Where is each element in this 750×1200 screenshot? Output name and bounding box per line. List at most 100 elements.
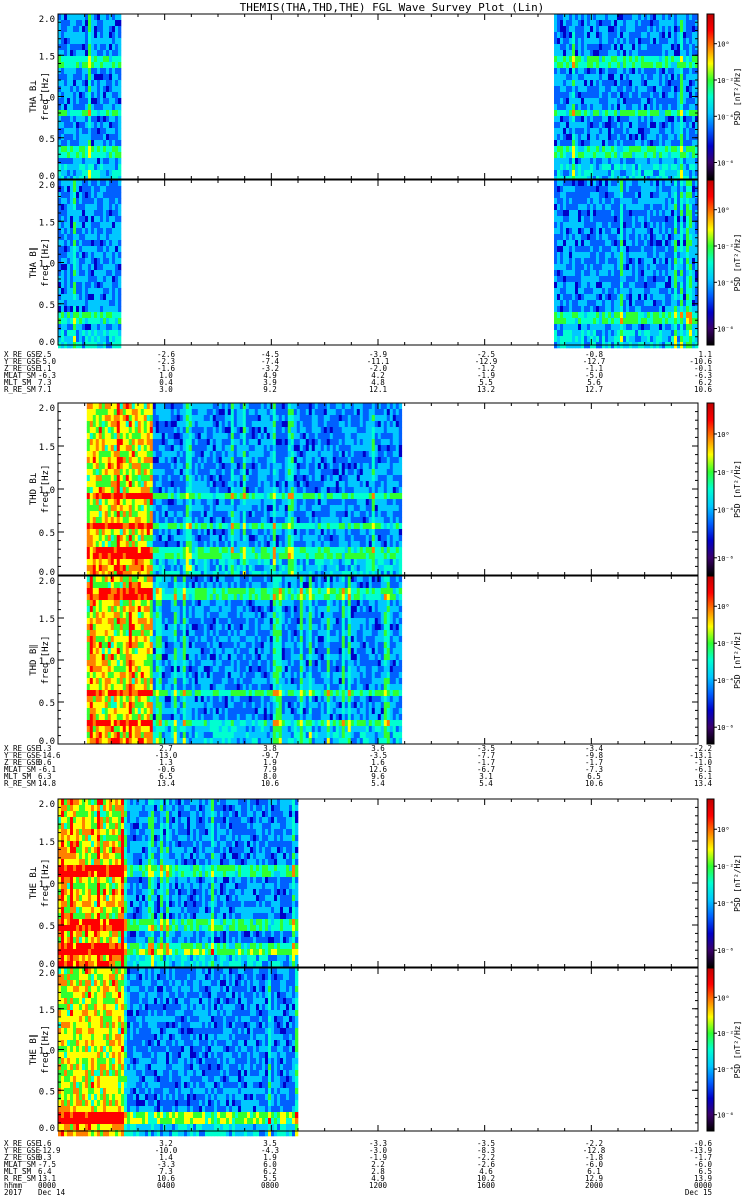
ephemeris-value: 1.9 [263, 1153, 277, 1162]
ephemeris-value: 6.5 [698, 1167, 712, 1176]
y-tick-label: 0.5 [39, 135, 55, 145]
ephemeris-row-label: MLT_SM [4, 772, 32, 781]
ephemeris-value: -2.3 [157, 357, 175, 366]
ephemeris-row-label: Y_RE_GSE [4, 751, 41, 760]
ephemeris-value: 7.3 [159, 1167, 173, 1176]
panel-ylabel: THE B∥ [29, 1034, 39, 1066]
colorbar-label: PSD [nT²/Hz] [733, 854, 742, 912]
colorbar-tick-label: 10⁻² [717, 469, 734, 477]
y-tick-label: 1.5 [39, 1006, 55, 1016]
ephemeris-value: 4.6 [479, 1167, 493, 1176]
ephemeris-value: -0.6 [157, 765, 176, 774]
ephemeris-value: 12.6 [369, 765, 388, 774]
spectrogram-panel: 2.0 1.5 1.0 0.5 0.0 THD B∥ freq [Hz] 10⁰ 10⁻² 10⁻… [29, 575, 742, 747]
ephemeris-value: 0400 [157, 1181, 176, 1190]
ephemeris-value: 2000 [585, 1181, 604, 1190]
ephemeris-value: -5.0 [38, 357, 57, 366]
ephemeris-value: -7.4 [261, 357, 280, 366]
ephemeris-value: -6.0 [694, 1160, 713, 1169]
y-tick-label: 0.0 [39, 737, 55, 747]
ephemeris-value: -9.8 [585, 751, 604, 760]
ephemeris-value: -10.6 [689, 357, 712, 366]
panel-ylabel-unit: freq [Hz] [41, 238, 51, 287]
colorbar-tick-label: 10⁰ [717, 431, 730, 439]
ephemeris-value: -1.1 [585, 364, 603, 373]
ephemeris-value: -2.6 [477, 1160, 496, 1169]
ephemeris-row-label: MLT_SM [4, 1167, 32, 1176]
ephemeris-value: -1.6 [157, 364, 176, 373]
ephemeris-value: -4.3 [261, 1146, 279, 1155]
ephemeris-value: 1600 [477, 1181, 496, 1190]
ephemeris-value: 3.0 [159, 385, 173, 394]
ephemeris-value: -3.9 [369, 350, 387, 359]
ephemeris-value: 6.2 [698, 378, 712, 387]
colorbar [706, 402, 715, 576]
ephemeris-value: 1200 [369, 1181, 388, 1190]
ephemeris-value: -6.7 [477, 765, 495, 774]
ephemeris-row-label: R_RE_SM [4, 1174, 36, 1183]
ephemeris-value: -1.0 [694, 758, 713, 767]
colorbar-tick-label: 10⁻⁴ [717, 279, 734, 287]
ephemeris-value: 10.6 [694, 385, 713, 394]
panel-ylabel-unit: freq [Hz] [41, 859, 51, 908]
ephemeris-value: -13.9 [689, 1146, 712, 1155]
colorbar [706, 575, 715, 745]
colorbar-tick-label: 10⁰ [717, 994, 730, 1002]
ephemeris-value: -3.5 [477, 1139, 495, 1148]
ephemeris-value: 4.8 [371, 378, 385, 387]
colorbar-tick-label: 10⁰ [717, 826, 730, 834]
y-tick-label: 0.0 [39, 568, 55, 578]
ephemeris-row-label: MLT_SM [4, 378, 32, 387]
ephemeris-value: 13.9 [694, 1174, 712, 1183]
ephemeris-value: -3.4 [585, 744, 604, 753]
y-tick-label: 2.0 [39, 800, 55, 810]
ephemeris-value: 1.1 [38, 364, 52, 373]
ephemeris-value: 0800 [261, 1181, 280, 1190]
spectrogram-panel: 2.0 1.5 1.0 0.5 0.0 THE B∥ freq [Hz] 10⁰ 10⁻² 10⁻… [29, 967, 742, 1137]
y-tick-label: 1.5 [39, 443, 55, 453]
y-tick-label: 1.5 [39, 838, 55, 848]
spectrogram-panel: 2.0 1.5 1.0 0.5 0.0 THA B⊥ freq [Hz] 10⁰ 10⁻² 10⁻… [29, 13, 742, 183]
colorbar-tick-label: 10⁻² [717, 1030, 734, 1038]
colorbar-tick-label: 10⁻⁶ [717, 160, 734, 168]
ephemeris-value: 5.4 [371, 779, 385, 788]
y-tick-label: 0.0 [39, 960, 55, 970]
ephemeris-value: 1.1 [698, 350, 712, 359]
ephemeris-row-label: X_RE_GSE [4, 1139, 41, 1148]
ephemeris-value: 3.2 [159, 1139, 173, 1148]
ephemeris-value: -2.2 [585, 1139, 603, 1148]
ephemeris-value: 1.6 [371, 758, 385, 767]
y-tick-label: 1.5 [39, 52, 55, 62]
ephemeris-value: 6.5 [159, 772, 173, 781]
colorbar-tick-label: 10⁻² [717, 640, 734, 648]
panel-ylabel-unit: freq [Hz] [41, 1025, 51, 1074]
ephemeris-row-label: Z_RE_GSE [4, 758, 41, 767]
colorbar-label: PSD [nT²/Hz] [733, 1021, 742, 1079]
ephemeris-value: -6.1 [694, 765, 712, 774]
ephemeris-value: 7.9 [263, 765, 277, 774]
colorbar [706, 967, 715, 1132]
ephemeris-value: 3.1 [479, 772, 493, 781]
ephemeris-value: 5.4 [479, 779, 493, 788]
ephemeris-value: -1.7 [694, 1153, 712, 1162]
y-tick-label: 1.0 [39, 657, 55, 667]
ephemeris-value: -1.8 [585, 1153, 604, 1162]
ephemeris-row-label: X_RE_GSE [4, 350, 41, 359]
ephemeris-value: -6.0 [585, 1160, 604, 1169]
ephemeris-value: 2.8 [371, 1167, 385, 1176]
y-tick-label: 2.0 [39, 181, 55, 191]
ephemeris-value: -13.0 [155, 751, 178, 760]
ephemeris-value: 1.9 [263, 758, 277, 767]
y-tick-label: 2.0 [39, 404, 55, 414]
y-tick-label: 2.0 [39, 969, 55, 979]
colorbar [706, 798, 715, 968]
ephemeris-row-label: MLAT_SM [4, 1160, 36, 1169]
y-tick-label: 1.0 [39, 94, 55, 104]
colorbar-tick-label: 10⁻⁶ [717, 1112, 734, 1120]
ephemeris-value: 0.6 [38, 758, 52, 767]
ephemeris-row-label: hhmm [4, 1181, 23, 1190]
ephemeris-value: -12.9 [475, 357, 498, 366]
ephemeris-value: 1.0 [159, 371, 173, 380]
